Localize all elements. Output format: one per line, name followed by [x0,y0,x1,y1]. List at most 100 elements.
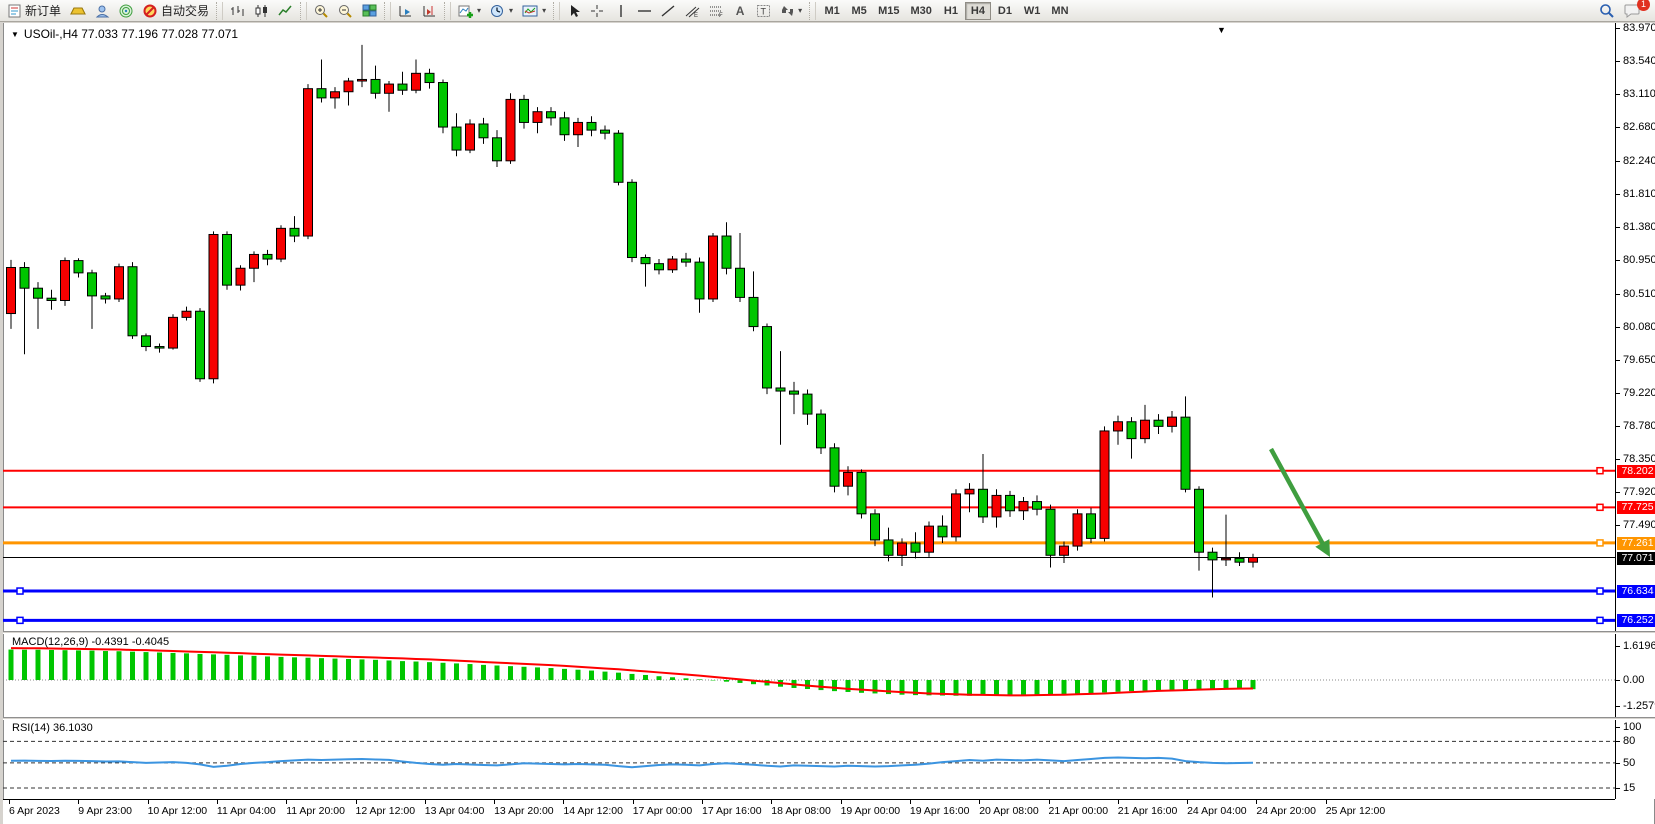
candle-body [1005,494,1015,512]
timeframe-button-m5[interactable]: M5 [851,4,867,17]
new-order-icon [8,4,22,18]
cursor-tool-button[interactable] [563,1,585,21]
candle-body [600,129,610,134]
equidistant-channel-tool-button[interactable]: E [681,1,704,21]
line-chart-mode-button[interactable] [274,1,297,21]
timeframe-button-h4[interactable]: H4 [964,1,991,20]
line-handle[interactable] [16,616,24,625]
date-label: 19 Apr 00:00 [840,805,901,817]
vertical-line-tool-button[interactable] [610,1,632,21]
rsi-pane[interactable] [3,720,1615,799]
search-button[interactable] [1595,1,1619,21]
trendline-icon [661,4,676,18]
notifications-button[interactable]: 1 [1620,0,1650,21]
text-tool-button[interactable]: A [729,1,751,21]
cursor-icon [568,4,581,18]
line-handle[interactable] [1596,503,1604,512]
trendline-tool-button[interactable] [657,1,680,21]
timeframe-button-h1[interactable]: H1 [943,4,958,17]
line-handle[interactable] [16,587,24,595]
line-handle[interactable] [1596,616,1604,625]
fibonacci-tool-button[interactable]: F [705,1,728,21]
bar-chart-icon [230,4,245,18]
line-handle[interactable] [1596,466,1604,475]
market-watch-button[interactable] [66,1,90,21]
line-handle[interactable] [1596,539,1604,547]
chart-title-arrow-icon[interactable]: ▼ [11,29,19,39]
pane-divider[interactable] [3,717,1655,720]
candlestick-mode-button[interactable] [250,1,273,21]
tile-windows-button[interactable] [358,1,381,21]
price-tick-label: 79.650 [1623,354,1655,366]
text-label-tool-button[interactable]: T [752,1,775,21]
chart-window: ▼ USOil-,H4 77.033 77.196 77.028 77.071 … [0,22,1655,824]
crosshair-tool-button[interactable] [586,1,609,21]
templates-button[interactable]: ▾ [518,1,550,21]
periods-button[interactable]: ▾ [486,1,517,21]
navigator-button[interactable] [115,1,138,21]
candle-body [1032,501,1042,510]
bar-chart-mode-button[interactable] [226,1,249,21]
data-window-button[interactable] [91,1,114,21]
macd-pane[interactable] [3,634,1615,717]
date-label: 10 Apr 12:00 [147,805,208,817]
horizontal-line-tool-button[interactable] [633,1,656,21]
candle-body [451,126,462,151]
line-handle[interactable] [1596,587,1604,595]
chart-shift-button[interactable] [418,1,441,21]
price-tick-label: 77.920 [1623,486,1655,498]
axis-tick [1616,161,1620,162]
candle-body [1072,513,1083,547]
timeframe-button-m15[interactable]: M15 [878,4,900,17]
pane-divider[interactable] [3,631,1655,634]
candle-body [559,117,570,136]
zoom-out-button[interactable] [334,1,357,21]
axis-tick [1616,294,1620,295]
candle-body [114,266,124,300]
candle-body [532,111,543,123]
chevron-down-icon: ▾ [542,6,547,15]
price-tick-label: 80.080 [1623,321,1655,333]
price-tick-label: 79.220 [1623,387,1655,399]
main-price-pane[interactable] [3,23,1615,631]
candle-body [708,235,718,300]
date-tick [1117,800,1119,804]
candle-body [519,98,529,123]
trend-arrow-annotation[interactable] [1269,447,1327,548]
timeframe-button-d1[interactable]: D1 [997,4,1012,17]
date-tick [286,800,288,804]
candle-body [384,83,394,94]
candle-body [613,132,624,183]
autotrading-button[interactable]: 自动交易 [139,1,213,21]
price-tick-label: 81.380 [1623,221,1655,233]
notification-badge: 1 [1637,0,1650,11]
candle-body [910,542,921,553]
date-label: 24 Apr 04:00 [1187,805,1247,817]
price-axis[interactable]: 83.970 83.540 83.110 82.680 82.240 81.810 81.3… [1615,22,1655,799]
timeframe-button-mn[interactable]: MN [1051,4,1069,17]
candle-body [276,227,286,260]
auto-scroll-button[interactable] [394,1,417,21]
axis-tick [1616,680,1620,681]
price-tick-label: 81.810 [1623,188,1655,200]
main-toolbar: 新订单 自动交易 [0,0,1655,22]
timeframe-button-w1[interactable]: W1 [1023,4,1041,17]
autotrading-icon [143,4,158,18]
svg-text:F: F [719,13,723,18]
candle-body [546,111,556,119]
toolbar-separator [553,1,561,20]
zoom-in-button[interactable] [310,1,333,21]
timeframe-button-m30[interactable]: M30 [910,4,932,17]
candle-body [100,295,111,300]
timeframe-button-m1[interactable]: M1 [824,4,840,17]
date-tick [216,800,218,804]
new-order-button[interactable]: 新订单 [4,1,65,21]
candle-body [924,525,934,553]
candle-body [735,267,745,298]
date-axis[interactable]: 6 Apr 2023 9 Apr 23:00 10 Apr 12:00 11 Apr … [3,800,1615,824]
candle-body [1221,557,1231,561]
one-click-trading-toggle-icon[interactable]: ▼ [1217,25,1226,35]
arrows-tool-button[interactable]: ▾ [776,1,806,21]
price-tag-pivot: 77.261 [1617,537,1655,550]
indicators-button[interactable]: ▾ [454,1,485,21]
